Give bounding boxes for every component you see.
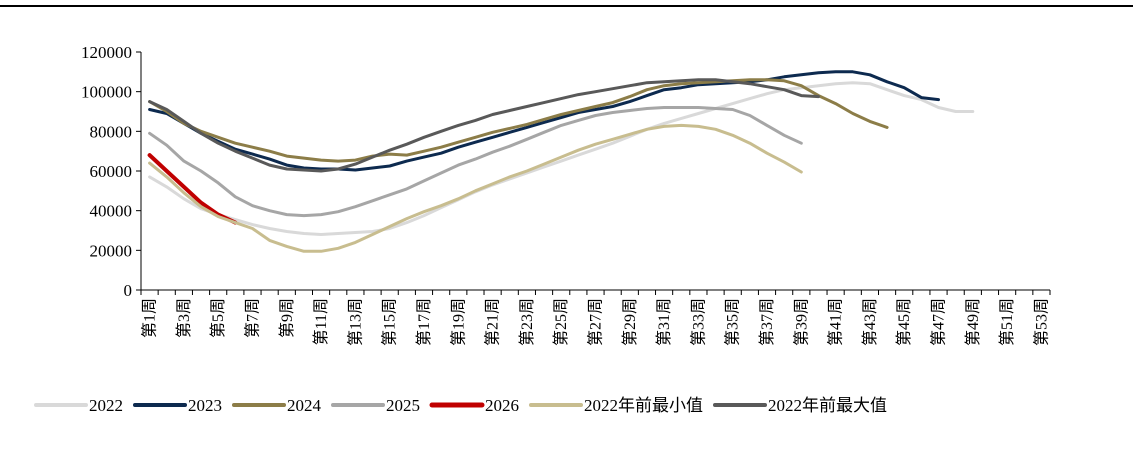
x-tick-label: 第23周 — [518, 298, 536, 346]
legend-label: 2025 — [386, 396, 420, 415]
x-tick-label: 第11周 — [312, 298, 330, 345]
legend-label: 2022年前最小值 — [584, 396, 703, 415]
legend-label: 2022 — [89, 396, 123, 415]
y-tick-label: 20000 — [90, 241, 133, 260]
legend-label: 2026 — [485, 396, 519, 415]
x-tick-label: 第15周 — [381, 298, 399, 346]
series-line-3 — [150, 108, 802, 216]
x-tick-label: 第13周 — [346, 298, 364, 346]
x-tick-label: 第35周 — [724, 298, 742, 346]
y-axis: 0 20000 40000 60000 80000 100000 120000 — [81, 43, 141, 300]
x-tick-label: 第3周 — [175, 298, 193, 338]
legend-label: 2024 — [287, 396, 322, 415]
series-line-5 — [150, 125, 802, 251]
x-tick-label: 第31周 — [655, 298, 673, 346]
series-layer — [150, 72, 973, 252]
x-tick-label: 第19周 — [449, 298, 467, 346]
x-tick-label: 第1周 — [141, 298, 159, 338]
x-tick-label: 第39周 — [792, 298, 810, 346]
legend-label: 2023 — [188, 396, 222, 415]
x-tick-label: 第25周 — [552, 298, 570, 346]
x-tick-label: 第51周 — [998, 298, 1016, 346]
x-tick-label: 第5周 — [209, 298, 227, 338]
x-tick-label: 第41周 — [827, 298, 845, 346]
x-tick-label: 第7周 — [243, 298, 261, 338]
x-tick-label: 第37周 — [758, 298, 776, 346]
x-tick-label: 第45周 — [895, 298, 913, 346]
x-tick-label: 第21周 — [484, 298, 502, 346]
y-tick-label: 0 — [124, 281, 133, 300]
legend: 2022 2023 2024 2025 2026 2022年前最小值 2022年前最大值 — [36, 396, 887, 415]
series-line-6 — [150, 80, 819, 171]
x-tick-label: 第43周 — [861, 298, 879, 346]
y-tick-label: 40000 — [90, 202, 133, 221]
y-tick-label: 80000 — [90, 122, 133, 141]
x-tick-label: 第29周 — [621, 298, 639, 346]
x-tick-label: 第27周 — [587, 298, 605, 346]
x-tick-label: 第47周 — [930, 298, 948, 346]
x-tick-label: 第9周 — [278, 298, 296, 338]
x-tick-label: 第53周 — [1032, 298, 1050, 346]
x-axis: 第1周 第3周 第5周 第7周 第9周 第11周 第13周 第15周 第17周 第19周 第21周第… — [141, 290, 1051, 346]
x-tick-label: 第33周 — [689, 298, 707, 346]
x-tick-label: 第17周 — [415, 298, 433, 346]
y-tick-label: 120000 — [81, 43, 132, 62]
y-tick-label: 100000 — [81, 83, 132, 102]
y-tick-label: 60000 — [90, 162, 133, 181]
x-tick-label: 第49周 — [964, 298, 982, 346]
legend-label: 2022年前最大值 — [768, 396, 887, 415]
